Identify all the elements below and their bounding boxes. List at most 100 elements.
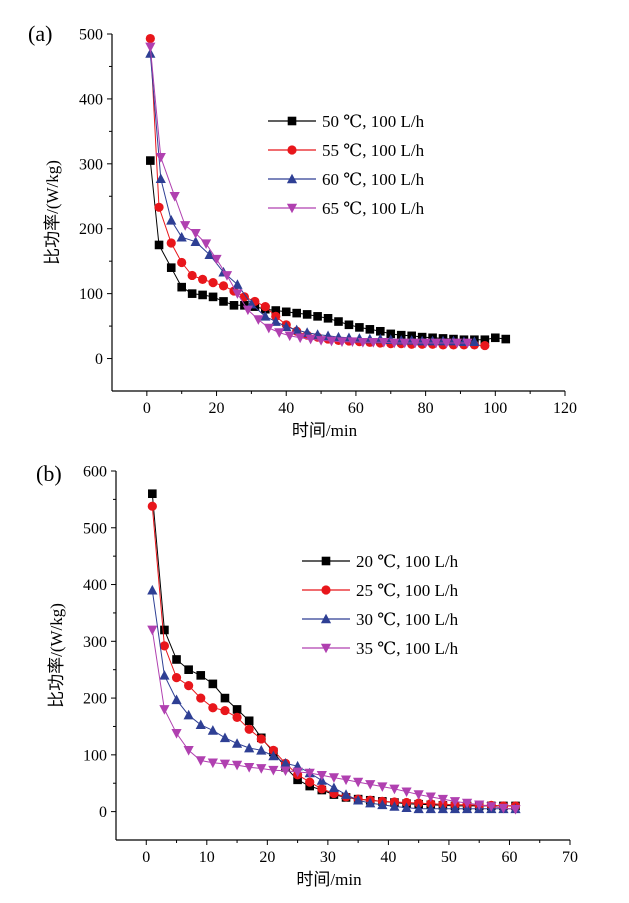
data-point bbox=[159, 705, 170, 715]
data-point bbox=[208, 703, 218, 713]
series-1 bbox=[145, 33, 490, 351]
data-point bbox=[399, 338, 410, 349]
data-point bbox=[305, 777, 315, 787]
y-tick-label: 0 bbox=[95, 351, 103, 368]
data-point bbox=[177, 282, 186, 292]
data-point bbox=[270, 316, 281, 326]
data-point bbox=[171, 673, 182, 683]
y-tick-label: 300 bbox=[83, 634, 107, 651]
data-point bbox=[147, 501, 157, 511]
legend-item: 55 ℃, 100 L/h bbox=[268, 141, 425, 160]
data-point bbox=[171, 728, 182, 739]
data-point bbox=[344, 320, 354, 330]
data-point bbox=[420, 338, 431, 349]
data-point bbox=[176, 231, 187, 242]
legend-item: 30 ℃, 100 L/h bbox=[302, 610, 459, 629]
legend-marker bbox=[320, 643, 332, 654]
data-point bbox=[154, 202, 164, 212]
x-tick-label: 40 bbox=[278, 400, 294, 417]
series-line bbox=[151, 506, 516, 807]
data-point bbox=[147, 625, 158, 636]
series-3 bbox=[147, 625, 521, 815]
x-tick-label: 100 bbox=[483, 400, 507, 417]
data-point bbox=[353, 794, 364, 805]
data-point bbox=[437, 803, 448, 814]
x-tick-label: 70 bbox=[562, 849, 578, 866]
data-point bbox=[377, 782, 388, 792]
data-point bbox=[323, 314, 333, 323]
data-point bbox=[221, 271, 233, 281]
series-line bbox=[149, 46, 468, 344]
data-point bbox=[441, 338, 452, 349]
data-point bbox=[449, 803, 461, 814]
data-point bbox=[220, 705, 230, 716]
data-point bbox=[231, 760, 243, 771]
data-point bbox=[368, 338, 379, 348]
data-point bbox=[253, 315, 264, 325]
data-point bbox=[148, 489, 157, 499]
data-point bbox=[295, 333, 306, 344]
data-point bbox=[317, 784, 327, 794]
data-point bbox=[425, 803, 436, 814]
data-point bbox=[425, 792, 436, 803]
data-point bbox=[198, 290, 207, 300]
data-point bbox=[461, 798, 473, 809]
series-3 bbox=[145, 42, 473, 349]
data-point bbox=[377, 799, 388, 810]
data-point bbox=[239, 292, 250, 302]
data-point bbox=[449, 797, 461, 807]
data-point bbox=[268, 750, 279, 761]
data-point bbox=[313, 312, 322, 321]
data-point bbox=[160, 625, 169, 635]
legend: 50 ℃, 100 L/h 55 ℃, 100 L/h 60 ℃, 100 L/h 6… bbox=[268, 112, 425, 218]
data-point bbox=[469, 336, 480, 346]
data-point bbox=[184, 680, 194, 691]
data-point bbox=[389, 338, 400, 349]
data-point bbox=[244, 724, 254, 734]
data-point bbox=[232, 712, 242, 722]
data-point bbox=[414, 798, 424, 808]
data-point bbox=[211, 254, 222, 265]
data-point bbox=[347, 337, 358, 347]
legend-label: 30 ℃, 100 L/h bbox=[356, 610, 459, 629]
x-tick-label: 0 bbox=[142, 849, 150, 866]
data-point bbox=[326, 336, 337, 347]
legend-label: 20 ℃, 100 L/h bbox=[356, 552, 459, 571]
data-point bbox=[437, 794, 448, 805]
data-point bbox=[208, 278, 218, 288]
x-tick-label: 40 bbox=[380, 849, 396, 866]
data-point bbox=[208, 679, 218, 689]
data-point bbox=[244, 716, 254, 726]
data-point bbox=[208, 292, 218, 302]
panel-label: (a) bbox=[28, 21, 52, 46]
x-axis-title: 时间/min bbox=[296, 870, 362, 889]
x-tick-label: 80 bbox=[418, 400, 434, 417]
legend-label: 60 ℃, 100 L/h bbox=[322, 170, 425, 189]
data-point bbox=[365, 325, 375, 334]
data-point bbox=[244, 763, 255, 773]
data-point bbox=[401, 787, 412, 798]
data-point bbox=[498, 803, 509, 814]
x-tick-label: 20 bbox=[209, 400, 225, 417]
data-point bbox=[198, 274, 208, 284]
legend-marker bbox=[320, 613, 332, 624]
data-point bbox=[281, 307, 291, 317]
legend-marker bbox=[286, 203, 298, 214]
data-point bbox=[183, 746, 194, 756]
data-point bbox=[336, 337, 348, 347]
data-point bbox=[219, 759, 231, 770]
y-tick-label: 100 bbox=[79, 286, 103, 303]
legend-item: 65 ℃, 100 L/h bbox=[268, 199, 425, 218]
data-point bbox=[180, 221, 191, 231]
data-point bbox=[340, 789, 352, 799]
data-point bbox=[145, 42, 156, 53]
data-point bbox=[172, 655, 181, 664]
data-point bbox=[232, 289, 243, 299]
x-tick-label: 0 bbox=[143, 400, 151, 417]
data-point bbox=[413, 803, 424, 814]
data-point bbox=[219, 297, 228, 306]
data-point bbox=[200, 239, 212, 249]
data-point bbox=[154, 240, 164, 250]
x-tick-label: 20 bbox=[259, 849, 275, 866]
